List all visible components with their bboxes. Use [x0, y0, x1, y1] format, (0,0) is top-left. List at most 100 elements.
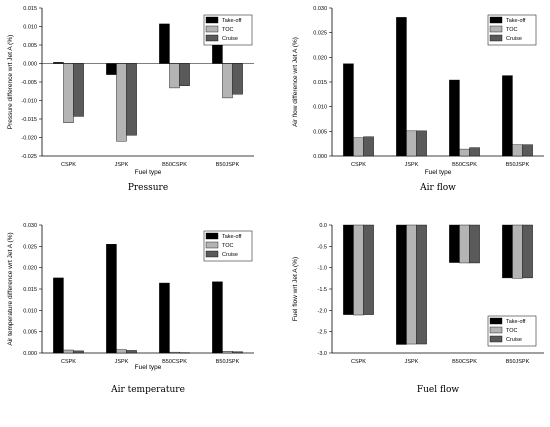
- bar-B50CSPK-1: [459, 224, 470, 264]
- bar-B50JSPK-0: [212, 281, 223, 354]
- x-tick-label: CSPK: [61, 162, 76, 168]
- legend-swatch: [489, 317, 503, 325]
- y-tick-label: 0.015: [313, 80, 327, 86]
- bar-B50CSPK-1: [459, 148, 470, 157]
- bar-B50JSPK-2: [232, 63, 243, 95]
- legend-swatch: [489, 34, 503, 42]
- bar-CSPK-1: [63, 63, 74, 123]
- y-tick-label: -0.020: [21, 136, 37, 142]
- bar-B50JSPK-1: [222, 63, 233, 99]
- bar-JSPK-0: [106, 63, 117, 75]
- legend-swatch: [205, 232, 219, 240]
- y-tick-label: 0.005: [23, 43, 37, 49]
- y-tick-label: 0.025: [23, 244, 37, 250]
- y-axis-label: Fuel flow wrt Jet A (%): [292, 257, 299, 321]
- legend: Take-off TOC Cruise: [203, 230, 253, 262]
- legend-label: TOC: [222, 27, 234, 33]
- legend-swatch: [205, 241, 219, 249]
- bar-JSPK-2: [416, 130, 427, 157]
- x-axis-label: Fuel type: [135, 364, 162, 371]
- x-tick-label: JSPK: [115, 162, 129, 168]
- chart-1: 0.000 0.005 0.010 0.015 0.020 0.025 0.030 CSPK J…: [292, 6, 544, 193]
- x-tick-label: B50CSPK: [452, 359, 477, 365]
- bar-CSPK-1: [63, 349, 74, 354]
- y-tick-label: 0.000: [23, 62, 37, 68]
- bar-B50CSPK-2: [469, 224, 480, 264]
- chart-caption: Air flow: [419, 183, 456, 193]
- bar-JSPK-1: [406, 224, 417, 345]
- y-tick-label: 0.000: [23, 351, 37, 357]
- bar-JSPK-1: [116, 349, 127, 354]
- legend: Take-off TOC Cruise: [203, 14, 253, 46]
- chart-3: -3.0 -2.5 -2.0 -1.5 -1.0 -0.5 0.0 CSPK JSPK B50CS…: [292, 223, 544, 395]
- legend-swatch: [489, 25, 503, 33]
- chart-caption: Fuel flow: [417, 385, 460, 395]
- y-tick-label: -0.015: [21, 117, 37, 123]
- legend-swatch: [205, 250, 219, 258]
- bar-JSPK-0: [396, 17, 407, 157]
- bar-B50JSPK-2: [522, 144, 533, 157]
- bar-B50JSPK-2: [522, 224, 533, 279]
- chart-2: 0.000 0.005 0.010 0.015 0.020 0.025 0.030 CSPK J…: [7, 223, 254, 395]
- legend-label: Take-off: [506, 18, 526, 24]
- bar-CSPK-1: [353, 137, 364, 157]
- legend-label: Cruise: [506, 36, 522, 42]
- legend-label: Cruise: [506, 337, 522, 343]
- legend-label: TOC: [506, 328, 518, 334]
- x-axis-label: Fuel type: [135, 169, 162, 176]
- bar-B50CSPK-0: [159, 282, 170, 354]
- legend-label: Cruise: [222, 252, 238, 258]
- legend-swatch: [205, 34, 219, 42]
- x-tick-label: B50JSPK: [216, 162, 240, 168]
- y-tick-label: 0.015: [23, 6, 37, 12]
- x-tick-label: B50CSPK: [162, 359, 187, 365]
- x-axis-label: Fuel type: [425, 169, 452, 176]
- y-tick-label: -0.5: [318, 244, 327, 250]
- legend-label: Take-off: [222, 234, 242, 240]
- y-axis-label: Air flow difference wrt Jet A (%): [292, 37, 299, 127]
- bar-JSPK-0: [106, 243, 117, 354]
- x-tick-label: CSPK: [351, 359, 366, 365]
- bar-CSPK-0: [343, 63, 354, 157]
- y-tick-label: 0.020: [313, 55, 327, 61]
- y-tick-label: -1.5: [318, 287, 327, 293]
- bar-B50JSPK-1: [222, 351, 233, 354]
- y-tick-label: -0.005: [21, 80, 37, 86]
- bar-JSPK-1: [116, 63, 127, 142]
- y-tick-label: 0.030: [23, 223, 37, 229]
- y-tick-label: 0.000: [313, 154, 327, 160]
- bar-CSPK-0: [343, 224, 354, 315]
- x-tick-label: JSPK: [115, 359, 129, 365]
- legend-label: Cruise: [222, 36, 238, 42]
- x-tick-label: B50JSPK: [506, 162, 530, 168]
- x-tick-label: B50CSPK: [162, 162, 187, 168]
- bar-CSPK-2: [73, 63, 84, 117]
- bar-JSPK-2: [416, 224, 427, 345]
- bar-B50CSPK-2: [179, 63, 190, 86]
- bar-B50CSPK-2: [469, 147, 480, 157]
- bar-B50CSPK-0: [449, 224, 460, 263]
- y-tick-label: 0.010: [23, 308, 37, 314]
- y-tick-label: -3.0: [318, 351, 327, 357]
- x-tick-label: JSPK: [405, 162, 419, 168]
- chart-caption: Pressure: [128, 183, 168, 193]
- bar-B50JSPK-2: [232, 351, 243, 354]
- bar-B50JSPK-0: [502, 224, 513, 279]
- bar-CSPK-0: [53, 277, 64, 354]
- y-tick-label: 0.030: [313, 6, 327, 12]
- bar-CSPK-2: [363, 136, 374, 157]
- y-tick-label: 0.0: [319, 223, 327, 229]
- y-tick-label: -1.0: [318, 266, 327, 272]
- x-tick-label: B50JSPK: [216, 359, 240, 365]
- bar-B50CSPK-1: [169, 351, 180, 354]
- bar-B50JSPK-1: [512, 144, 523, 157]
- y-tick-label: -2.0: [318, 308, 327, 314]
- y-tick-label: 0.015: [23, 287, 37, 293]
- legend: Take-off TOC Cruise: [487, 14, 537, 46]
- y-tick-label: 0.005: [23, 330, 37, 336]
- y-tick-label: 0.025: [313, 31, 327, 37]
- bar-JSPK-2: [126, 350, 137, 354]
- y-tick-label: 0.010: [23, 25, 37, 31]
- chart-caption: Air temperature: [110, 385, 185, 395]
